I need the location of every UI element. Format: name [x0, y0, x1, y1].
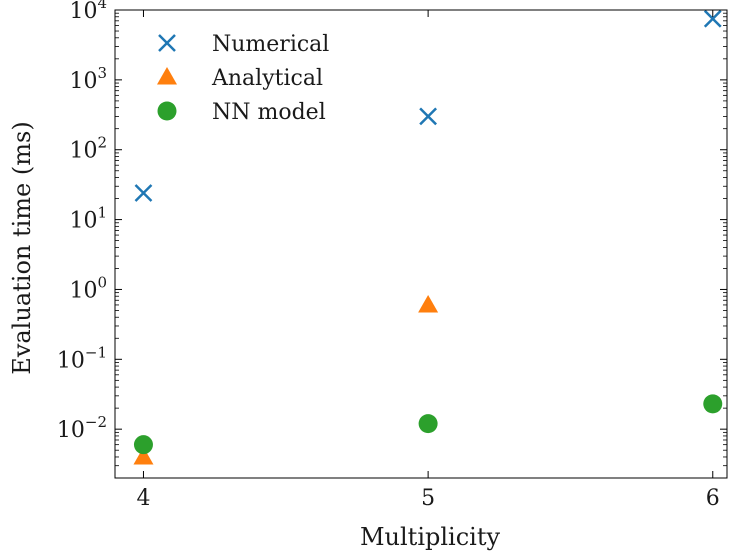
plot-frame — [114, 9, 728, 479]
legend-marker-numerical — [158, 34, 176, 52]
y-tick-label: 101 — [69, 204, 107, 234]
y-tick-label: 100 — [69, 273, 107, 303]
x-tick-label: 4 — [136, 486, 150, 511]
legend-label-analytical: Analytical — [211, 66, 323, 91]
y-tick-label: 104 — [69, 0, 107, 24]
y-tick-label: 103 — [69, 64, 107, 94]
data-point-numerical — [419, 107, 438, 126]
marks-layer — [133, 9, 723, 465]
legend-marker-analytical — [157, 67, 177, 85]
legend: Numerical Analytical NN model — [157, 32, 329, 125]
y-tick-label: 10−2 — [57, 413, 107, 443]
legend-entry-numerical: Numerical — [158, 32, 329, 57]
x-tick-label: 5 — [421, 486, 435, 511]
data-point-analytical — [133, 446, 154, 465]
data-point-nn-model — [703, 394, 723, 414]
legend-marker-nn-model — [157, 101, 177, 121]
data-point-nn-model — [418, 414, 438, 434]
x-axis-label: Multiplicity — [360, 523, 501, 551]
data-point-numerical — [134, 184, 153, 202]
legend-entry-analytical: Analytical — [157, 66, 323, 91]
y-axis-label: Evaluation time (ms) — [8, 121, 36, 374]
legend-entry-nn-model: NN model — [157, 100, 326, 125]
y-tick-label: 10−1 — [57, 343, 107, 373]
data-point-numerical — [703, 9, 722, 28]
x-tick-label: 6 — [706, 486, 720, 511]
legend-label-nn-model: NN model — [212, 100, 326, 125]
legend-label-numerical: Numerical — [212, 32, 329, 57]
data-point-analytical — [418, 294, 439, 313]
axes-layer: 4 5 6 10−2 10−1 100 101 102 103 104 — [57, 0, 728, 511]
y-tick-label: 102 — [69, 134, 107, 164]
data-point-nn-model — [133, 435, 153, 455]
